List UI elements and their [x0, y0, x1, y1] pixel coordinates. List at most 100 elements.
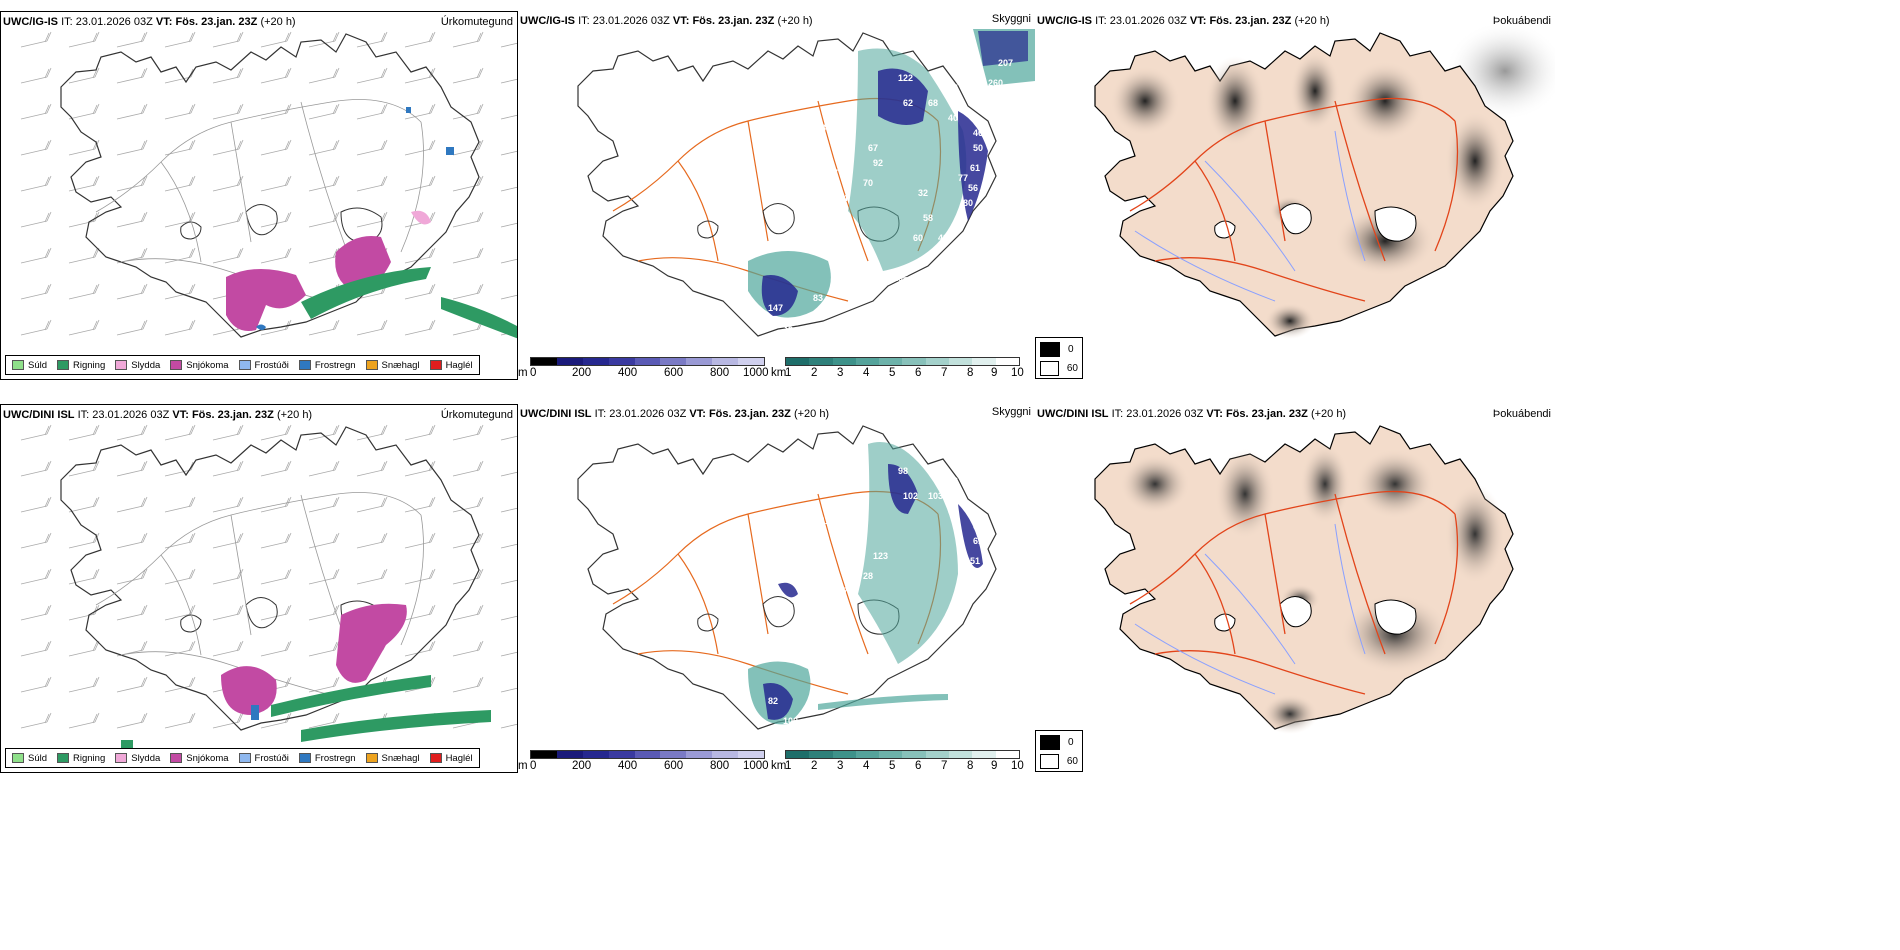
legend-swatch [238, 753, 251, 763]
legend-swatch [12, 753, 24, 763]
cloud-base-label: 120 [818, 218, 833, 228]
cloud-base-label: 147 [768, 303, 783, 313]
cloud-base-label: 56 [968, 183, 978, 193]
cloud-base-label: 35 [783, 323, 793, 333]
cloud-base-label: 80 [643, 68, 653, 78]
cloud-panel-dini: 70 83 111 73 67 70 132 77 82 100 88 98 102 103 66 50 52 6… [518, 404, 1035, 773]
legend-swatch [429, 360, 442, 370]
legend-swatch [238, 360, 251, 370]
cloud-base-label: 66 [968, 576, 978, 586]
visibility-colorbar: km 1 2 3 4 5 6 7 8 9 10 [771, 357, 1035, 379]
legend-item: Snjókoma [170, 359, 229, 371]
cloud-base-label: 61 [970, 163, 980, 173]
cloud-base-label: 82 [768, 696, 778, 706]
snow-area [221, 603, 407, 715]
legend-swatch [57, 753, 70, 763]
cloud-base-label: 83 [868, 273, 878, 283]
legend-item: Haglél [429, 753, 473, 764]
cloud-base-label: 50 [973, 143, 983, 153]
legend-label: Rigning [73, 359, 106, 371]
legend-item: Rigning [57, 753, 105, 764]
legend-label: Frostregn [314, 359, 356, 371]
cloud-base-label: 207 [998, 58, 1013, 68]
legend-item: Haglél [429, 359, 473, 371]
precip-legend: Súld Rigning Slydda Snjókoma Frostúði Frostre… [5, 748, 480, 768]
cloud-base-label: 98 [898, 466, 908, 476]
cloud-base-label: 83 [813, 293, 823, 303]
cloud-base-label: 66 [948, 476, 958, 486]
panel-title: UWC/DINI ISL IT: 23.01.2026 03Z VT: Fös.… [1037, 408, 1347, 420]
cloud-base-label: 83 [773, 516, 783, 526]
legend-item: Súld [12, 360, 47, 371]
fog-panel-igis: Þokuábendi [1035, 11, 1555, 380]
legend-label: Haglél [445, 359, 473, 371]
panel-title: UWC/DINI ISL IT: 23.01.2026 03Z VT: Fös.… [520, 408, 830, 420]
legend-item: Snjókoma [170, 752, 229, 764]
legend-swatch [298, 360, 311, 370]
cloud-base-label: 67 [823, 561, 833, 571]
panel-title-fog-igis: UWC/IG-IS IT: 23.01.2026 03Z VT: Fös. 23… [1037, 15, 1330, 27]
cloud-base-label: 84 [838, 193, 848, 203]
cloud-base-label: 70 [718, 606, 728, 616]
cloud-base-label: 77 [838, 586, 848, 596]
legend-label: Frostúði [254, 359, 289, 371]
precip-panel-dini: UWC/DINI ISL IT: 23.01.2026 03Z VT: Fös.… [0, 404, 518, 773]
cloud-base-label: 102 [903, 491, 918, 501]
legend-item: Frostúði [238, 359, 289, 371]
cloud-base-label: 40 [948, 113, 958, 123]
legend-label: Frostregn [314, 752, 356, 764]
cloud-base-label: 103 [816, 148, 831, 158]
legend-item: Frostregn [298, 752, 356, 764]
legend-label: Snæhagl [381, 359, 420, 371]
legend-label: Snjókoma [186, 359, 229, 371]
cloud-base-label: 28 [863, 571, 873, 581]
panel-title: UWC/IG-IS IT: 23.01.2026 03Z VT: Fös. 23… [520, 15, 813, 27]
cloud-base-label: 260 [988, 78, 1003, 88]
field-name: Úrkomutegund [440, 409, 513, 421]
precip-legend: Súld Rigning Slydda Snjókoma Frostúði Frostre… [5, 355, 480, 375]
fog-panel-dini: UWC/DINI ISL IT: 23.01.2026 03Z VT: Fös.… [1035, 404, 1555, 773]
legend-label: Rigning [73, 752, 106, 764]
cloud-base-label: 70 [643, 461, 653, 471]
cloud-panel-igis: 80 66 83 103 127 136 120 84 147 35 83 122 62 68 75 40 46… [518, 11, 1035, 380]
cloud-base-label: 43 [938, 233, 948, 243]
legend-swatch [298, 753, 311, 763]
legend-label: Frostúði [254, 752, 289, 764]
cloud-base-label: 122 [898, 73, 913, 83]
cloud-base-label: 136 [718, 213, 733, 223]
cloud-base-label: 127 [823, 168, 838, 178]
cloud-base-label: 52 [973, 521, 983, 531]
legend-label: Snjókoma [186, 752, 229, 764]
legend-item: Rigning [57, 360, 105, 371]
field-name: Skyggni [991, 13, 1031, 25]
cloud-base-label: 58 [923, 213, 933, 223]
cloud-map-dini: 70 83 111 73 67 70 132 77 82 100 88 98 102 103 66 50 52 6… [577, 425, 997, 730]
legend-swatch [170, 360, 183, 370]
precip-map-dini [20, 424, 517, 748]
legend-label: Slydda [131, 359, 161, 371]
legend-item: Snæhagl [365, 359, 420, 371]
legend-swatch [429, 753, 442, 763]
cloud-base-label: 80 [963, 198, 973, 208]
fog-legend-igis: 0 60 [1035, 337, 1083, 379]
cloud-base-label: 70 [863, 178, 873, 188]
cloud-base-label: 196 [893, 273, 908, 283]
panel-title: UWC/DINI ISL IT: 23.01.2026 03Z VT: Fös.… [3, 409, 313, 421]
legend-label: Súld [28, 359, 48, 371]
legend-swatch [170, 753, 183, 763]
cloud-base-label: 68 [928, 98, 938, 108]
cloud-base-label: 32 [918, 188, 928, 198]
cloud-base-label: 111 [816, 516, 830, 526]
field-name: Skyggni [991, 406, 1031, 418]
legend-item: Frostúði [238, 752, 289, 764]
visibility-colorbar: km 1 2 3 4 5 6 7 8 9 10 [771, 750, 1035, 772]
cloud-base-label: 46 [973, 128, 983, 138]
cloud-base-label: 100 [783, 716, 798, 726]
cloud-base-label: 51 [970, 556, 980, 566]
legend-swatch [115, 360, 128, 370]
snow-area [226, 236, 391, 331]
wind-barbs [20, 31, 517, 336]
fog-map-dini [1094, 425, 1514, 734]
cloud-base-label: 66 [773, 123, 783, 133]
